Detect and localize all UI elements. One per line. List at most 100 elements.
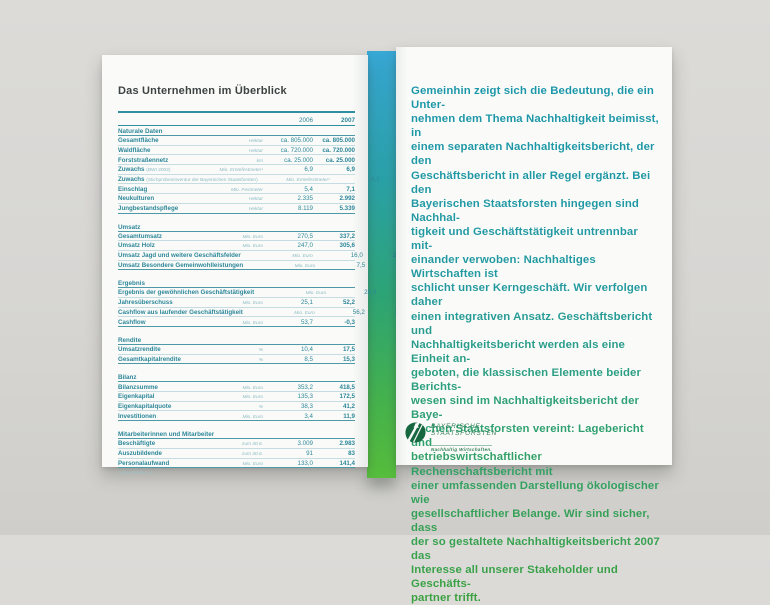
row-label: Eigenkapitalquote	[118, 403, 191, 410]
table-row: Gesamtkapitalrendite % 8,5 15,3	[118, 355, 355, 365]
table-row: Umsatzrendite % 10,4 17,5	[118, 345, 355, 355]
right-page: Gemeinhin zeigt sich die Bedeutung, die …	[396, 47, 672, 604]
row-value-2007: 11,9	[343, 412, 355, 420]
row-label: Umsatz Jagd und weitere Geschäftsfelder	[118, 252, 241, 259]
section-rows: Gesamtfläche Hektar ca. 805.000 ca. 805.…	[118, 136, 422, 214]
row-label-text: Einschlag	[118, 185, 148, 193]
row-unit: Mio. Euro	[294, 310, 315, 316]
row-label-text: Umsatz Besondere Gemeinwohlleistungen	[118, 261, 244, 269]
row-value-2007: 418,5	[339, 383, 355, 391]
row-unit: Mio. Erntefestmeter¹	[286, 177, 330, 183]
row-label-text: Cashflow aus laufender Geschäftstätigkei…	[118, 308, 243, 316]
row-unit: %	[258, 348, 263, 354]
row-label-text: Waldfläche	[118, 146, 151, 154]
row-unit: Mio. Euro	[242, 461, 263, 467]
row-value-2006: 270,5	[297, 232, 313, 240]
row-value-2006: ca. 25.000	[284, 156, 313, 164]
row-label-text: Eigenkapital	[118, 393, 155, 401]
row-label: Eigenkapital	[118, 393, 191, 400]
row-value-2006: 16,0	[350, 252, 363, 260]
page-title: Das Unternehmen im Überblick	[118, 85, 287, 97]
row-unit: Mio. Euro	[242, 395, 263, 401]
row-label-text: Gesamtkapitalrendite	[118, 355, 181, 363]
row-value-2007: ca. 25.000	[325, 156, 355, 164]
table-row: Waldfläche Hektar ca. 720.000 ca. 720.00…	[118, 146, 355, 156]
section-rows: Gesamtumsatz Mio. Euro 270,5 337,2 Umsat…	[118, 232, 407, 271]
row-label-text: Beschäftigte	[118, 440, 156, 448]
row-value-2006: ca. 720.000	[280, 146, 313, 154]
table-row: Gesamtfläche Hektar ca. 805.000 ca. 805.…	[118, 136, 355, 146]
row-unit: Hektar	[248, 207, 263, 212]
table-row: Umsatz Besondere Gemeinwohlleistungen Mi…	[118, 261, 407, 271]
row-value-2007: ca. 805.000	[322, 137, 355, 145]
table-section: Bilanz Bilanzsumme Mio. Euro 353,2 418,5…	[118, 372, 355, 422]
row-value-2006: ca. 805.000	[280, 137, 313, 145]
table-row: Cashflow Mio. Euro 53,7 -0,3	[118, 317, 355, 327]
table-row: Bilanzsumme Mio. Euro 353,2 418,5	[118, 382, 355, 393]
row-value-2006: 7,5	[356, 261, 366, 269]
row-value-2007: 15,3	[342, 355, 355, 363]
row-label-text: Auszubildende	[118, 450, 163, 457]
row-label: Forststraßennetz	[118, 157, 191, 164]
row-label: Umsatzrendite	[118, 346, 191, 353]
section-rows: Bilanzsumme Mio. Euro 353,2 418,5 Eigenk…	[118, 382, 355, 422]
row-value-2007: 41,2	[342, 402, 355, 410]
row-label-text: Ergebnis der gewöhnlichen Geschäftstätig…	[118, 289, 255, 297]
row-label-text: Eigenkapitalquote	[118, 402, 172, 410]
row-label-note: (Stichprobeninventur der Bayerischen Sta…	[146, 177, 258, 183]
table-row: Einschlag Mio. Festmeter 5,4 7,1	[118, 184, 355, 195]
row-value-2006: 10,4	[300, 346, 313, 354]
staatsforsten-logo: BAYERISCHE STAATSFORSTEN Nachhaltig Wirt…	[404, 421, 497, 456]
row-label: Personalaufwand	[118, 460, 191, 467]
row-value-2007: 305,6	[339, 242, 355, 250]
row-label-text: Cashflow	[118, 318, 146, 326]
row-value-2006: 135,3	[297, 393, 313, 401]
row-label-text: Forststraßennetz	[118, 156, 169, 164]
row-value-2007: 141,4	[339, 459, 355, 467]
row-label-text: Gesamtfläche	[118, 137, 159, 145]
row-unit: zum 30.6.	[241, 442, 263, 448]
left-page: Das Unternehmen im Überblick 2006 2007 N…	[102, 55, 422, 475]
row-unit: %	[258, 357, 263, 363]
table-row: Eigenkapitalquote % 38,3 41,2	[118, 402, 355, 412]
row-label: Umsatz Besondere Gemeinwohlleistungen	[118, 262, 243, 269]
row-label: Waldfläche	[118, 147, 191, 154]
row-label-text: Jahresüberschuss	[118, 299, 173, 307]
row-unit: Mio. Erntefestmeter¹	[219, 168, 263, 174]
table-row: Umsatz Jagd und weitere Geschäftsfelder …	[118, 251, 405, 261]
row-label: Cashflow aus laufender Geschäftstätigkei…	[118, 309, 243, 316]
row-unit: Mio. Euro	[242, 244, 263, 250]
row-value-2007: 2.983	[339, 440, 355, 448]
row-value-2007: 2.992	[339, 195, 355, 203]
section-rows: Beschäftigte zum 30.6. 3.009 2.983 Auszu…	[118, 439, 355, 469]
row-label-text: Zuwachs	[118, 175, 145, 183]
row-value-2007: ca. 720.000	[322, 146, 355, 154]
row-label: Zuwachs (BWI 2002)	[118, 166, 191, 173]
table-row: Umsatz Holz Mio. Euro 247,0 305,6	[118, 241, 355, 251]
row-value-2006: 25,1	[300, 299, 313, 307]
table-row: Zuwachs (Stichprobeninventur der Bayeris…	[118, 175, 422, 185]
table-row: Ergebnis der gewöhnlichen Geschäftstätig…	[118, 288, 418, 298]
row-label: Neukulturen	[118, 195, 191, 202]
row-unit: Mio. Festmeter	[231, 187, 263, 193]
row-label-text: Personalaufwand	[118, 459, 170, 467]
section-title: Rendite	[118, 335, 355, 345]
row-value-2006: 247,0	[297, 242, 313, 250]
row-value-2007: 7,1	[346, 185, 355, 193]
table-row: Jungbestandspflege Hektar 8.119 5.339	[118, 204, 355, 214]
row-value-2006: 8.119	[297, 205, 313, 212]
row-value-2006: 38,3	[300, 402, 313, 410]
row-label: Investitionen	[118, 413, 191, 420]
logo-name: BAYERISCHE STAATSFORSTEN	[431, 423, 498, 438]
row-label: Jungbestandspflege	[118, 205, 191, 212]
row-unit: Mio. Euro	[242, 385, 263, 391]
section-title: Umsatz	[118, 222, 355, 232]
row-unit: Mio. Euro	[242, 301, 263, 307]
column-header-2006: 2006	[298, 117, 313, 124]
section-title: Mitarbeiterinnen und Mitarbeiter	[118, 429, 355, 440]
row-label: Auszubildende	[118, 450, 191, 457]
leaf-logo-icon	[405, 421, 426, 443]
row-value-2006: 133,0	[297, 459, 313, 467]
section-rows: Umsatzrendite % 10,4 17,5 Gesamtkapitalr…	[118, 345, 355, 365]
table-row: Jahresüberschuss Mio. Euro 25,1 52,2	[118, 298, 355, 308]
